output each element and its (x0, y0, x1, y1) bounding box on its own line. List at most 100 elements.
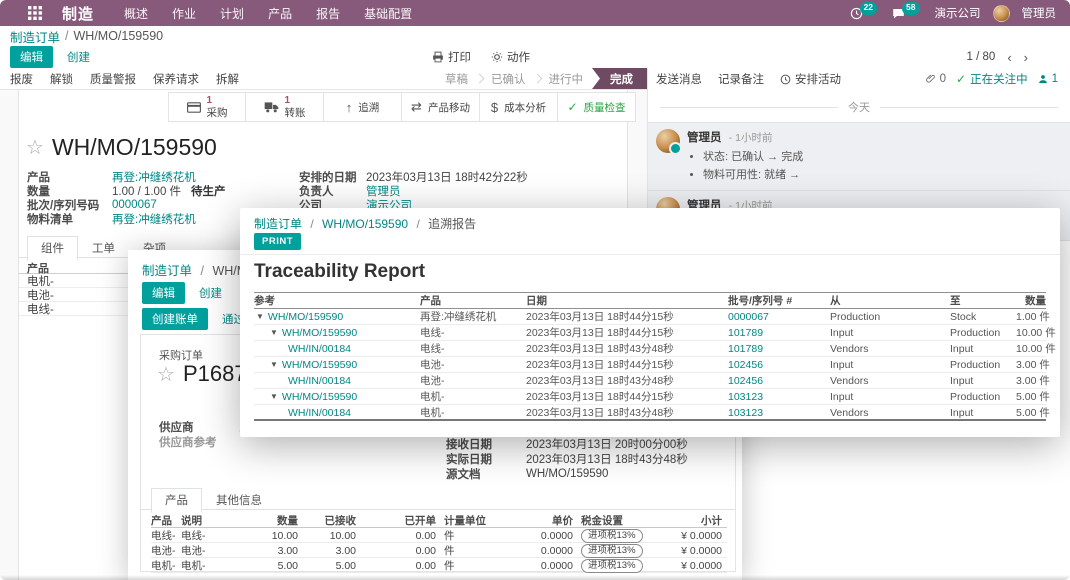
create-button[interactable]: 创建 (67, 49, 90, 65)
messages-icon[interactable]: 58 (892, 1, 922, 20)
responsible-link[interactable]: 管理员 (366, 186, 401, 198)
trace-row[interactable]: WH/IN/00184 电机- 2023年03月13日 18时43分48秒 10… (254, 405, 1050, 421)
trace-row[interactable]: WH/IN/00184 电池- 2023年03月13日 18时43分48秒 10… (254, 373, 1050, 389)
caret-down-icon[interactable]: ▼ (256, 312, 264, 321)
cell-to: Production (950, 326, 1001, 339)
quality-alert-button[interactable]: 质量警报 (90, 73, 136, 86)
menu-operations[interactable]: 作业 (172, 6, 197, 21)
action-menu-button[interactable]: 动作 (491, 49, 530, 65)
po-create-button[interactable]: 创建 (199, 285, 222, 301)
trace-breadcrumb-mo-orders[interactable]: 制造订单 (254, 217, 303, 231)
po-breadcrumb-parent[interactable]: 制造订单 (142, 264, 193, 278)
reference-link[interactable]: WH/IN/00184 (288, 342, 352, 355)
following-toggle[interactable]: ✓ 正在关注中 (956, 71, 1028, 87)
app-name[interactable]: 制造 (62, 5, 95, 23)
cell-date: 2023年03月13日 18时43分48秒 (526, 343, 674, 355)
cell-from: Production (830, 310, 881, 323)
activity-clock-icon[interactable]: 22 (850, 1, 880, 20)
create-bill-button[interactable]: 创建账单 (142, 308, 208, 330)
schedule-activity-button[interactable]: 安排活动 (780, 71, 841, 87)
statusbar: 报废 解锁 质量警报 保养请求 拆解 草稿 已确认 进行中 完成 (0, 68, 647, 90)
trace-row[interactable]: WH/IN/00184 电线- 2023年03月13日 18时43分48秒 10… (254, 341, 1056, 357)
lot-link[interactable]: 101789 (728, 342, 764, 355)
followers-button[interactable]: 1 (1038, 73, 1058, 85)
po-line-row[interactable]: 电线- 电线- 10.00 10.00 0.00 件 0.0000 进项税13%… (151, 528, 727, 543)
trace-row[interactable]: ▼ WH/MO/159590 电池- 2023年03月13日 18时44分15秒 … (254, 357, 1050, 373)
stat-button-quality-check[interactable]: ✓ 质量检查 (558, 92, 636, 122)
credit-card-icon (186, 101, 201, 113)
menu-configuration[interactable]: 基础配置 (364, 6, 413, 21)
tab-other-info[interactable]: 其他信息 (216, 495, 262, 507)
pager-previous-icon[interactable]: ‹ (1007, 49, 1012, 65)
reference-link[interactable]: WH/IN/00184 (288, 406, 352, 419)
maintenance-request-button[interactable]: 保养请求 (153, 73, 199, 86)
apps-grid-icon[interactable] (28, 6, 42, 20)
trace-row[interactable]: ▼ WH/MO/159590 电线- 2023年03月13日 18时44分15秒 … (254, 325, 1056, 341)
reference-link[interactable]: WH/MO/159590 (281, 390, 358, 403)
menu-overview[interactable]: 概述 (124, 6, 149, 21)
po-edit-button[interactable]: 编辑 (142, 282, 185, 304)
tab-work-orders[interactable]: 工单 (92, 243, 115, 255)
stat-button-traceability[interactable]: ↑ 追溯 (324, 92, 402, 122)
stage-confirmed[interactable]: 已确认 (491, 73, 526, 86)
unbuild-button[interactable]: 拆解 (216, 73, 239, 86)
breadcrumb: 制造订单 / WH/MO/159590 (0, 26, 1070, 46)
edit-button[interactable]: 编辑 (10, 46, 53, 68)
po-line-row[interactable]: 电机- 电机- 5.00 5.00 0.00 件 0.0000 进项税13% ¥… (151, 558, 727, 573)
lot-link[interactable]: 103123 (728, 406, 764, 419)
trace-row[interactable]: ▼ WH/MO/159590 再登:冲缝绣花机 2023年03月13日 18时44… (254, 309, 1050, 325)
stage-draft[interactable]: 草稿 (445, 73, 468, 86)
log-note-button[interactable]: 记录备注 (718, 74, 764, 86)
send-message-button[interactable]: 发送消息 (656, 74, 702, 86)
favorite-star-icon[interactable]: ☆ (26, 137, 44, 159)
lot-link[interactable]: 0000067 (728, 310, 769, 323)
message-author[interactable]: 管理员 (687, 132, 722, 144)
trace-row[interactable]: ▼ WH/MO/159590 电机- 2023年03月13日 18时44分15秒 … (254, 389, 1050, 405)
trace-breadcrumb-mo-ref[interactable]: WH/MO/159590 (322, 217, 409, 231)
user-name[interactable]: 管理员 (1021, 8, 1057, 20)
print-report-button[interactable]: PRINT (254, 233, 301, 250)
reference-link[interactable]: WH/MO/159590 (267, 310, 344, 323)
cell-unit-price: 0.0000 (540, 559, 573, 572)
print-button[interactable]: 打印 (432, 49, 471, 65)
attachments-button[interactable]: 0 (925, 73, 946, 85)
cell-product: 电机- (420, 391, 445, 403)
pager-next-icon[interactable]: › (1023, 49, 1028, 65)
unlock-button[interactable]: 解锁 (50, 73, 73, 86)
stat-button-transfers[interactable]: 1 转账 (246, 92, 324, 122)
stat-button-cost-analysis[interactable]: $ 成本分析 (480, 92, 558, 122)
scrap-button[interactable]: 报废 (10, 73, 33, 86)
favorite-star-icon[interactable]: ☆ (157, 363, 175, 386)
lot-link[interactable]: 102456 (728, 374, 764, 387)
reference-link[interactable]: WH/IN/00184 (288, 374, 352, 387)
stat-button-product-moves[interactable]: ⇄ 产品移动 (402, 92, 480, 122)
stat-button-purchases[interactable]: 1 采购 (168, 92, 246, 122)
po-line-row[interactable]: 电池- 电池- 3.00 3.00 0.00 件 0.0000 进项税13% ¥… (151, 543, 727, 558)
stage-done-active[interactable]: 完成 (592, 68, 647, 89)
menu-reporting[interactable]: 报告 (316, 6, 341, 21)
reference-link[interactable]: WH/MO/159590 (281, 326, 358, 339)
message-avatar[interactable] (656, 129, 682, 155)
lot-link[interactable]: 103123 (728, 390, 764, 403)
lot-link[interactable]: 101789 (728, 326, 764, 339)
caret-down-icon[interactable]: ▼ (270, 360, 278, 369)
cell-date: 2023年03月13日 18时43分48秒 (526, 375, 674, 387)
lot-link[interactable]: 102456 (728, 358, 764, 371)
tab-products[interactable]: 产品 (151, 488, 202, 513)
caret-down-icon[interactable]: ▼ (270, 392, 278, 401)
follower-count: 1 (1051, 73, 1058, 85)
user-avatar[interactable] (992, 4, 1010, 22)
product-link[interactable]: 再登:冲缝绣花机 (112, 172, 196, 184)
reference-link[interactable]: WH/MO/159590 (281, 358, 358, 371)
stage-in-progress[interactable]: 进行中 (548, 73, 584, 86)
bom-link[interactable]: 再登:冲缝绣花机 (112, 214, 196, 226)
tab-components[interactable]: 组件 (27, 236, 78, 261)
menu-planning[interactable]: 计划 (220, 6, 245, 21)
company-switcher[interactable]: 演示公司 (934, 8, 981, 20)
menu-products[interactable]: 产品 (268, 6, 293, 21)
trace-report-title: Traceability Report (254, 261, 426, 282)
breadcrumb-parent[interactable]: 制造订单 (10, 30, 61, 45)
lot-link[interactable]: 0000067 (112, 199, 157, 211)
caret-down-icon[interactable]: ▼ (270, 328, 278, 337)
cell-from: Vendors (830, 406, 869, 419)
